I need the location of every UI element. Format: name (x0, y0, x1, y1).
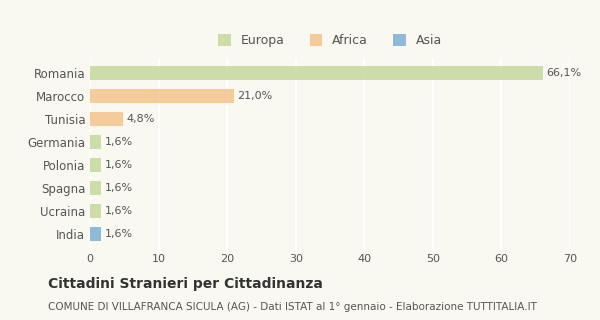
Bar (90, 112, 123, 126)
Text: 1,6%: 1,6% (104, 229, 133, 239)
Text: COMUNE DI VILLAFRANCA SICULA (AG) - Dati ISTAT al 1° gennaio - Elaborazione TUTT: COMUNE DI VILLAFRANCA SICULA (AG) - Dati… (48, 302, 537, 312)
Text: 21,0%: 21,0% (238, 91, 272, 101)
Text: 1,6%: 1,6% (104, 137, 133, 147)
Legend: Europa, Africa, Asia: Europa, Africa, Asia (213, 29, 447, 52)
Bar (90, 135, 101, 149)
Text: 1,6%: 1,6% (104, 160, 133, 170)
Bar (90, 227, 101, 241)
Text: 66,1%: 66,1% (547, 68, 582, 78)
Text: Cittadini Stranieri per Cittadinanza: Cittadini Stranieri per Cittadinanza (48, 277, 323, 291)
Text: 4,8%: 4,8% (127, 114, 155, 124)
Bar (90, 204, 101, 218)
Bar (90, 66, 543, 80)
Bar (90, 158, 101, 172)
Text: 1,6%: 1,6% (104, 206, 133, 216)
Bar (90, 181, 101, 195)
Bar (90, 89, 234, 103)
Text: 1,6%: 1,6% (104, 183, 133, 193)
